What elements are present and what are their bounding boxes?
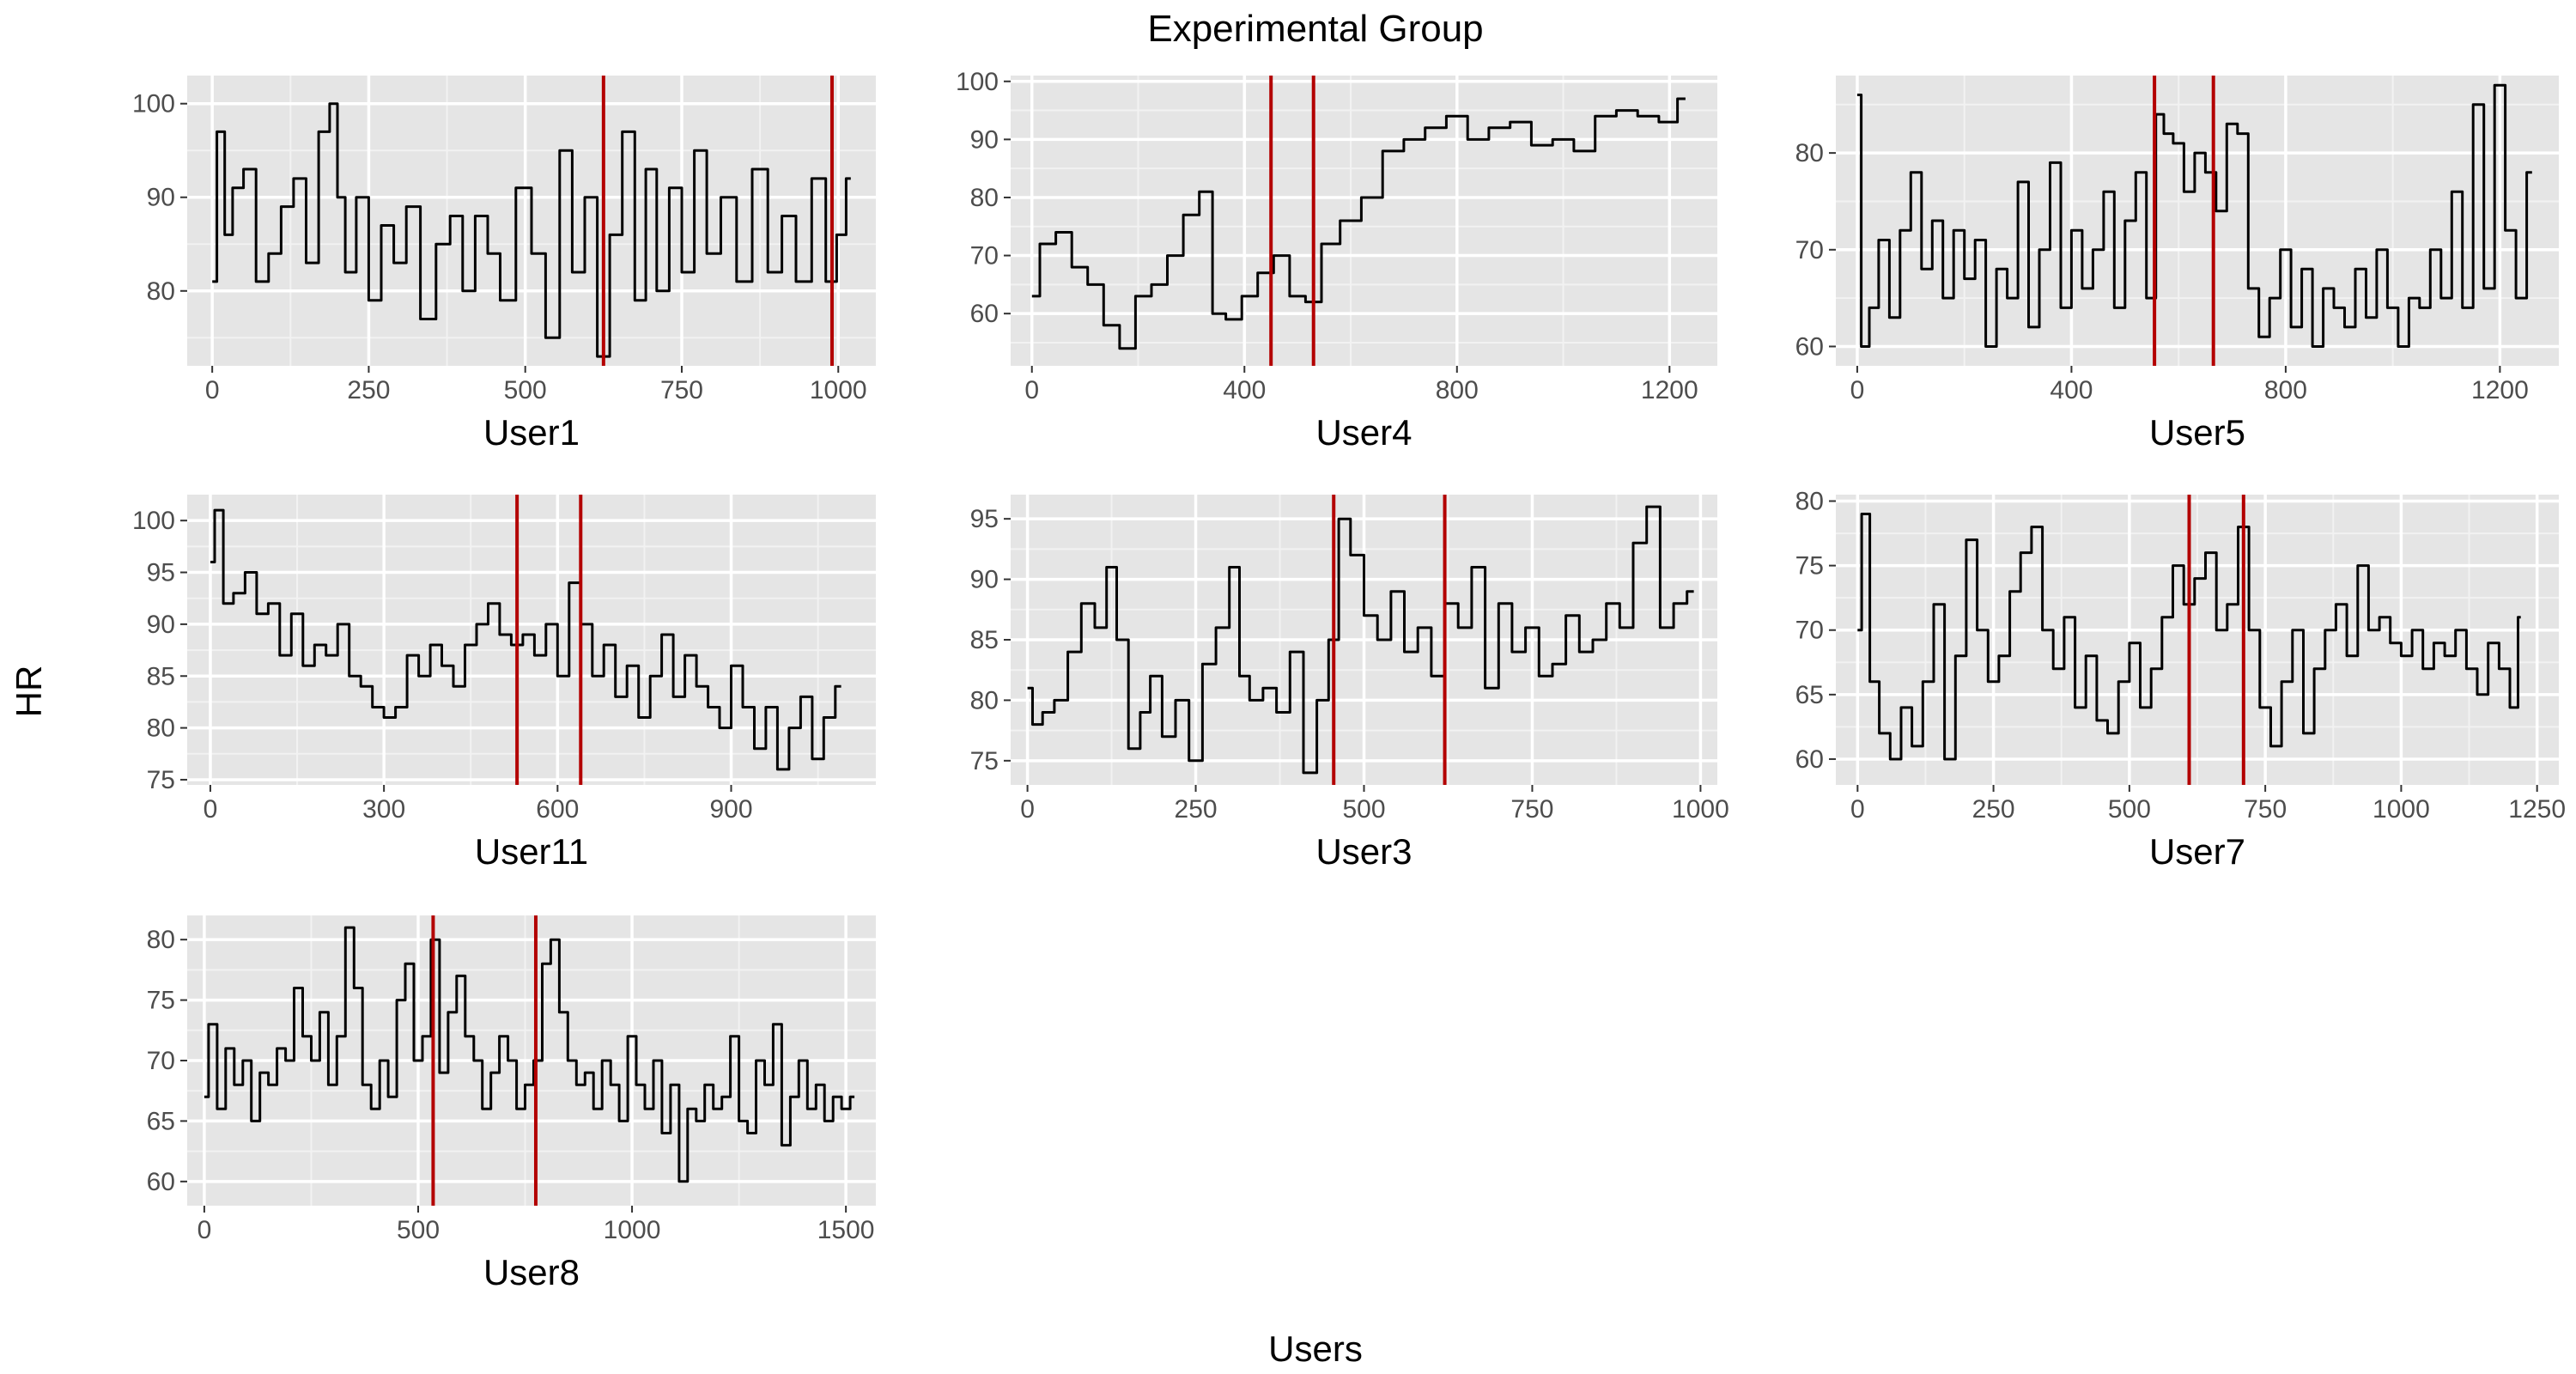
facet-x-label: User7 (2149, 831, 2245, 872)
x-tick-label: 800 (1436, 376, 1479, 404)
y-tick-label: 100 (956, 68, 999, 96)
facet-panel: 0 500 1000 1500 60 65 70 75 80 User8 (147, 915, 876, 1292)
y-tick-label: 60 (1795, 332, 1824, 361)
y-tick-label: 100 (132, 90, 175, 119)
y-tick-label: 75 (147, 987, 175, 1015)
y-tick-label: 80 (147, 277, 175, 306)
y-tick-label: 75 (147, 766, 175, 794)
y-tick-label: 80 (147, 926, 175, 954)
x-tick-label: 500 (504, 376, 547, 404)
y-tick-label: 95 (970, 505, 999, 533)
x-tick-label: 250 (1175, 795, 1218, 824)
x-tick-label: 0 (1024, 376, 1039, 404)
x-tick-label: 1500 (817, 1216, 875, 1244)
y-tick-label: 80 (147, 714, 175, 743)
facet-x-label: User3 (1315, 831, 1412, 872)
y-tick-label: 70 (147, 1047, 175, 1075)
y-tick-label: 75 (1795, 552, 1824, 581)
x-tick-label: 250 (347, 376, 390, 404)
x-tick-label: 1000 (2372, 795, 2430, 824)
x-tick-label: 750 (2244, 795, 2287, 824)
y-tick-label: 70 (970, 242, 999, 271)
x-tick-label: 1000 (1672, 795, 1729, 824)
facet-panel: 0 250 500 750 1000 75 80 85 90 95 User3 (970, 495, 1729, 872)
panel-background (1011, 76, 1717, 366)
figure-title: Experimental Group (1147, 8, 1483, 50)
x-tick-label: 1200 (2471, 376, 2529, 404)
hr-series-line (1027, 505, 1694, 775)
x-tick-label: 0 (1850, 376, 1865, 404)
x-tick-label: 500 (1342, 795, 1385, 824)
x-tick-label: 1000 (810, 376, 867, 404)
y-tick-label: 60 (1795, 745, 1824, 774)
hr-series-line (212, 102, 851, 358)
x-tick-label: 0 (205, 376, 220, 404)
x-tick-label: 600 (536, 795, 579, 824)
x-tick-label: 750 (660, 376, 703, 404)
x-tick-label: 750 (1510, 795, 1553, 824)
y-tick-label: 95 (147, 559, 175, 587)
x-tick-label: 500 (397, 1216, 440, 1244)
y-tick-label: 60 (970, 300, 999, 328)
facet-x-label: User1 (483, 412, 580, 453)
x-tick-label: 900 (709, 795, 752, 824)
y-tick-label: 80 (1795, 139, 1824, 167)
x-tick-label: 250 (1972, 795, 2015, 824)
y-tick-label: 70 (1795, 617, 1824, 645)
y-tick-label: 60 (147, 1168, 175, 1196)
y-tick-label: 75 (970, 747, 999, 775)
facet-x-label: User8 (483, 1252, 580, 1292)
hr-series-line (210, 508, 841, 771)
x-tick-label: 0 (1850, 795, 1865, 824)
y-tick-label: 85 (147, 662, 175, 690)
y-tick-label: 90 (970, 125, 999, 154)
facet-x-label: User5 (2149, 412, 2245, 453)
x-tick-label: 1200 (1641, 376, 1698, 404)
x-tick-label: 1000 (604, 1216, 661, 1244)
y-tick-label: 80 (1795, 488, 1824, 516)
facet-panel: 0 300 600 900 75 80 85 90 95 100 User11 (132, 495, 876, 872)
facet-x-label: User11 (475, 831, 588, 872)
y-tick-label: 70 (1795, 236, 1824, 264)
facet-panel: 0 400 800 1200 60 70 80 90 100 User4 (956, 68, 1717, 453)
y-tick-label: 65 (147, 1107, 175, 1135)
y-tick-label: 90 (147, 611, 175, 639)
hr-series-line (204, 926, 855, 1183)
figure-x-axis-label: Users (1268, 1328, 1363, 1369)
x-tick-label: 400 (1223, 376, 1266, 404)
facet-x-label: User4 (1315, 412, 1412, 453)
y-tick-label: 80 (970, 184, 999, 212)
x-tick-label: 400 (2050, 376, 2093, 404)
y-tick-label: 85 (970, 626, 999, 654)
x-tick-label: 500 (2108, 795, 2151, 824)
x-tick-label: 800 (2264, 376, 2307, 404)
facet-panel: 0 250 500 750 1000 1250 60 65 70 75 80 User7 (1795, 488, 2566, 872)
y-tick-label: 65 (1795, 681, 1824, 709)
figure-y-axis-label: HR (9, 666, 49, 718)
x-tick-label: 0 (1020, 795, 1035, 824)
panel-background (1836, 76, 2559, 366)
hr-series-line (1856, 83, 2532, 348)
y-tick-label: 80 (970, 686, 999, 714)
facet-panel: 0 250 500 750 1000 80 90 100 User1 (132, 76, 876, 453)
y-tick-label: 90 (970, 566, 999, 594)
y-tick-label: 90 (147, 184, 175, 212)
y-tick-label: 100 (132, 507, 175, 535)
x-tick-label: 0 (197, 1216, 212, 1244)
x-tick-label: 300 (362, 795, 405, 824)
x-tick-label: 0 (204, 795, 218, 824)
facet-panel: 0 400 800 1200 60 70 80 User5 (1795, 76, 2559, 453)
x-tick-label: 1250 (2508, 795, 2566, 824)
